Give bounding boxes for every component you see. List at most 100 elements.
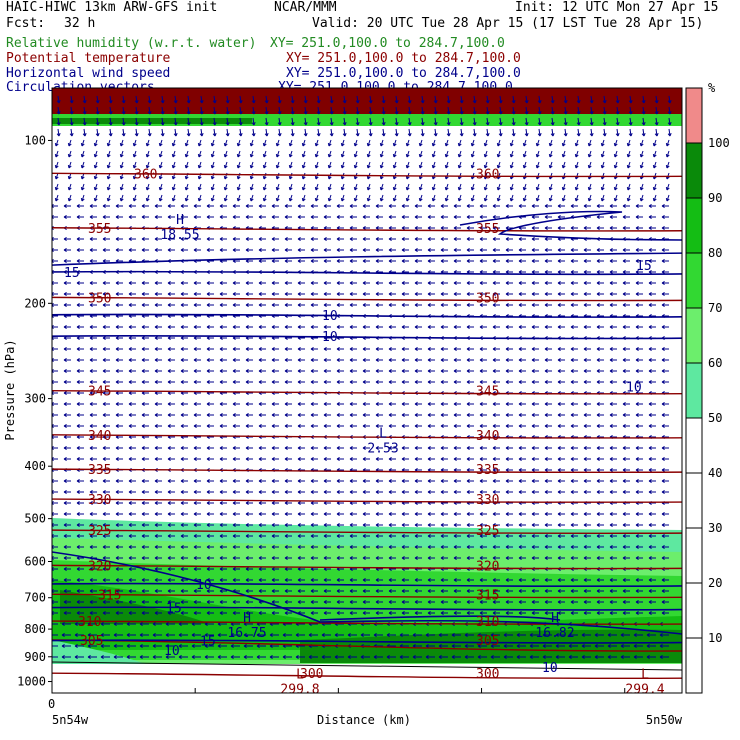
colorbar-band-60-70 (686, 308, 702, 363)
wind-speed-contour-10-5 (52, 334, 682, 340)
extremum-marker-5: L (296, 668, 304, 683)
field-rh-xy: XY= 251.0,100.0 to 284.7,100.0 (270, 36, 505, 51)
colorbar-band-70-80 (686, 253, 702, 308)
colorbar-band-90-100 (686, 143, 702, 198)
theta-label-east-340: 340 (476, 429, 499, 444)
field-wind-name: Horizontal wind speed (6, 66, 171, 81)
x-right-label: 5n50w (646, 713, 683, 727)
extremum-marker-3: H (551, 611, 559, 626)
theta-label-320: 320 (88, 559, 111, 574)
colorbar-tick-label-30: 30 (708, 521, 722, 535)
extremum-marker-1: L (379, 426, 387, 441)
theta-label-east-335: 335 (476, 463, 499, 478)
field-rh-name: Relative humidity (w.r.t. water) (6, 36, 257, 51)
theta-contour-310 (52, 620, 682, 625)
wind-speed-contour-10-3 (52, 551, 682, 635)
theta-contour-325 (52, 529, 682, 535)
theta-label-east-330: 330 (476, 493, 499, 508)
theta-label-east-300: 300 (476, 667, 499, 682)
extremum-value-3: 16.82 (535, 626, 574, 641)
stratosphere-theta-band (52, 88, 682, 114)
field-theta-xy: XY= 251.0,100.0 to 284.7,100.0 (286, 51, 521, 66)
theta-contour-340 (52, 434, 682, 439)
colorbar-tick-label-100: 100 (708, 136, 730, 150)
wind-label-10-9: 10 (322, 309, 338, 324)
wind-speed-contour-15-1 (52, 606, 682, 611)
wind-label-15-8: 15 (64, 266, 80, 281)
theta-label-360: 360 (134, 167, 157, 182)
extremum-value-6: 299.4 (625, 683, 664, 698)
colorbar-frame (685, 87, 703, 694)
y-tick-label-300: 300 (24, 392, 46, 406)
wind-speed-contour-15-2 (52, 639, 682, 644)
field-theta-name: Potential temperature (6, 51, 171, 66)
y-tick-label-500: 500 (24, 512, 46, 526)
y-axis-label: Pressure (hPa) (3, 339, 17, 440)
x-start-label: 0 (48, 697, 55, 711)
wind-label-10-3: 10 (164, 644, 180, 659)
theta-contour-345 (52, 389, 682, 395)
colorbar-tick-label-40: 40 (708, 466, 722, 480)
y-tick-label-900: 900 (24, 650, 46, 664)
model-title: HAIC-HIWC 13km ARW-GFS init (6, 0, 218, 15)
theta-label-310: 310 (78, 615, 101, 630)
wind-label-15-7: 15 (636, 259, 652, 274)
theta-label-east-315: 315 (476, 588, 499, 603)
theta-contour-360 (52, 172, 682, 178)
plot-frame (51, 87, 683, 694)
colorbar-tick-label-60: 60 (708, 356, 722, 370)
theta-contour-315 (52, 593, 682, 599)
x-axis-label: Distance (km) (317, 713, 411, 727)
colorbar-band-0-50 (686, 418, 702, 693)
theta-label-east-345: 345 (476, 385, 499, 400)
theta-label-east-350: 350 (476, 291, 499, 306)
theta-label-east-305: 305 (476, 634, 499, 649)
theta-contour-335 (52, 468, 682, 474)
theta-label-330: 330 (88, 493, 111, 508)
theta-label-355: 355 (88, 222, 111, 237)
y-tick-label-100: 100 (24, 133, 46, 147)
y-tick-label-700: 700 (24, 591, 46, 605)
theta-label-325: 325 (88, 524, 111, 539)
extremum-marker-0: H (176, 213, 184, 228)
init-time: Init: 12 UTC Mon 27 Apr 15 (515, 0, 719, 15)
extremum-value-2: 16.75 (227, 626, 266, 641)
extremum-value-1: 2.53 (367, 441, 398, 456)
colorbar-tick-label-10: 10 (708, 631, 722, 645)
theta-contour-330 (52, 498, 682, 503)
theta-label-315: 315 (98, 588, 121, 603)
colorbar-unit: % (708, 81, 716, 95)
theta-label-east-310: 310 (476, 615, 499, 630)
wind-speed-contour-10-6 (459, 210, 682, 241)
y-tick-label-800: 800 (24, 622, 46, 636)
theta-label-305: 305 (80, 634, 103, 649)
y-tick-label-600: 600 (24, 554, 46, 568)
theta-label-300: 300 (300, 667, 323, 682)
extremum-value-5: 299.8 (280, 683, 319, 698)
theta-label-340: 340 (88, 429, 111, 444)
theta-contour-355 (52, 227, 682, 232)
rh-upper-band-core (52, 118, 252, 124)
center-name: NCAR/MMM (274, 0, 337, 15)
field-wind-xy: XY= 251.0,100.0 to 284.7,100.0 (286, 66, 521, 81)
theta-label-335: 335 (88, 463, 111, 478)
extremum-value-0: 18.55 (160, 228, 199, 243)
colorbar-band-100-110 (686, 88, 702, 143)
theta-label-east-320: 320 (476, 559, 499, 574)
theta-label-east-360: 360 (476, 167, 499, 182)
wind-label-10-4: 10 (542, 661, 558, 676)
y-tick-label-200: 200 (24, 296, 46, 310)
valid-time: Valid: 20 UTC Tue 28 Apr 15 (17 LST Tue … (312, 16, 704, 31)
colorbar-tick-label-50: 50 (708, 411, 722, 425)
y-tick-label-400: 400 (24, 459, 46, 473)
theta-contour-300 (52, 672, 682, 679)
theta-label-345: 345 (88, 385, 111, 400)
colorbar-tick-label-80: 80 (708, 246, 722, 260)
y-tick-label-1000: 1000 (17, 675, 46, 689)
wind-label-10-5: 10 (322, 330, 338, 345)
extremum-marker-2: H (243, 611, 251, 626)
wind-label-10-6: 10 (626, 381, 642, 396)
x-left-label: 5n54w (52, 713, 89, 727)
wind-speed-contour-10-0 (52, 582, 682, 588)
theta-contour-320 (52, 564, 682, 570)
